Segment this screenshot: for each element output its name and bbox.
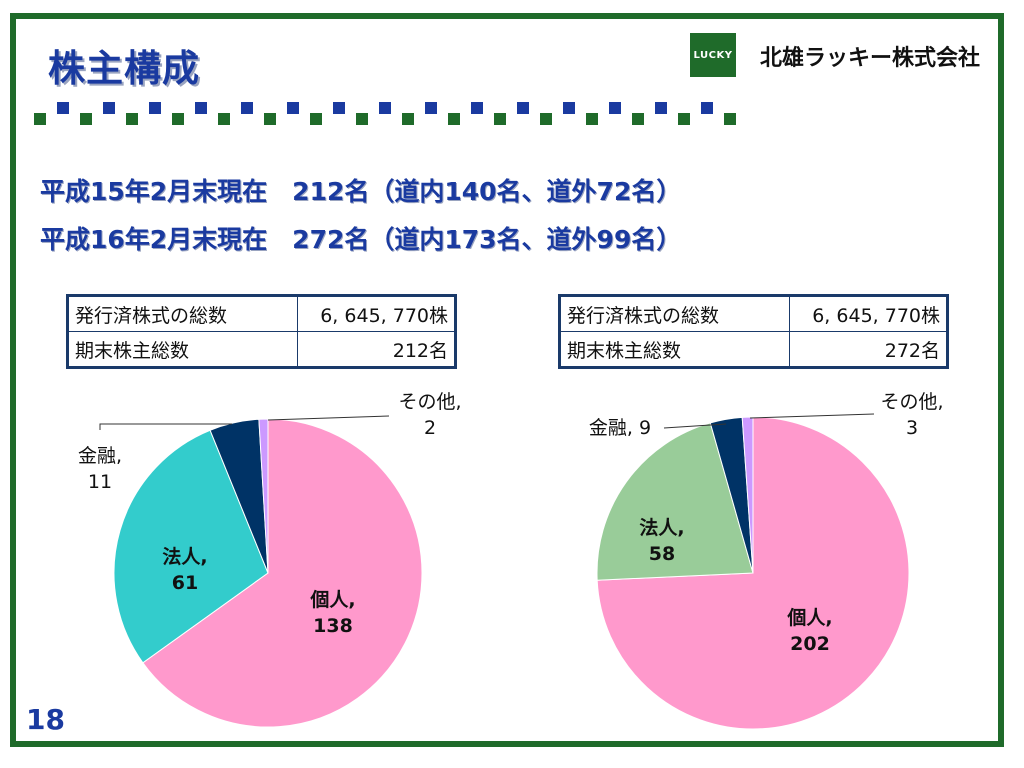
stripe-block (356, 113, 368, 125)
pie-slice-その他 (741, 416, 754, 574)
pie-label: 個人, (309, 589, 355, 611)
table-value: 212名 (297, 331, 456, 368)
pie-slice-個人 (142, 418, 423, 728)
table-row: 発行済株式の総数 6, 645, 770株 (67, 295, 456, 332)
pie-value-label: 61 (172, 572, 198, 594)
pie-label: その他, (398, 391, 461, 413)
stripe-block (678, 113, 690, 125)
pie-label: 法人, (639, 516, 684, 539)
stripe-block (218, 113, 230, 125)
stripe-block (609, 102, 621, 114)
slide-title: 株主構成 (48, 47, 200, 90)
company-name: 北雄ラッキー株式会社 (760, 46, 981, 71)
pie-label: 金融, (78, 445, 122, 467)
stripe-block (34, 113, 46, 125)
stripe-block (701, 102, 713, 114)
pie-slice-その他 (258, 418, 269, 574)
table-row: 発行済株式の総数 6, 645, 770株 (559, 295, 948, 332)
stripe-block (195, 102, 207, 114)
summary-line-h15: 平成15年2月末現在 212名（道内140名、道外72名） (40, 177, 682, 206)
pie-slice-法人 (596, 422, 754, 581)
pie-slice-法人 (113, 429, 269, 664)
stripe-block (632, 113, 644, 125)
pie-label: 個人, (786, 607, 832, 629)
stripe-block (103, 102, 115, 114)
stripe-block (563, 102, 575, 114)
pie-value-label: 3 (906, 417, 918, 439)
stripe-block (126, 113, 138, 125)
stripe-block (517, 102, 529, 114)
leader-line (267, 415, 390, 421)
stripe-block (80, 113, 92, 125)
stripe-block (379, 102, 391, 114)
pie-label: 金融, 9 (589, 417, 651, 439)
page-number: 18 (26, 703, 65, 736)
table-row: 期末株主総数 272名 (559, 331, 948, 368)
table-value: 6, 645, 770株 (297, 295, 456, 332)
pie-label: その他, (880, 391, 943, 413)
table-value: 6, 645, 770株 (789, 295, 948, 332)
pie-value-label: 58 (649, 543, 675, 565)
stripe-block (494, 113, 506, 125)
decorative-stripe (34, 98, 754, 128)
table-label: 発行済株式の総数 (559, 295, 790, 332)
stripe-block (57, 102, 69, 114)
stripe-block (287, 102, 299, 114)
stripe-block (448, 113, 460, 125)
table-value: 272名 (789, 331, 948, 368)
stripe-block (586, 113, 598, 125)
stripe-block (724, 113, 736, 125)
pie-value-label: 11 (88, 471, 112, 493)
stripe-block (310, 113, 322, 125)
stripe-block (264, 113, 276, 125)
stripe-block (172, 113, 184, 125)
pie-value-label: 202 (790, 633, 830, 655)
share-info-table-h15: 発行済株式の総数 6, 645, 770株 期末株主総数 212名 (66, 294, 457, 369)
pie-label: 法人, (162, 545, 207, 568)
leader-line (749, 413, 875, 419)
stripe-block (540, 113, 552, 125)
stripe-block (655, 102, 667, 114)
table-row: 期末株主総数 212名 (67, 331, 456, 368)
stripe-block (471, 102, 483, 114)
stripe-block (425, 102, 437, 114)
leader-line (99, 423, 232, 430)
summary-line-h16: 平成16年2月末現在 272名（道内173名、道外99名） (40, 225, 682, 254)
lucky-logo: LUCKY (690, 33, 736, 77)
stripe-block (402, 113, 414, 125)
table-label: 期末株主総数 (67, 331, 298, 368)
stripe-block (241, 102, 253, 114)
share-info-table-h16: 発行済株式の総数 6, 645, 770株 期末株主総数 272名 (558, 294, 949, 369)
pie-value-label: 138 (313, 615, 353, 637)
table-label: 発行済株式の総数 (67, 295, 298, 332)
leader-line (663, 423, 727, 429)
stripe-block (149, 102, 161, 114)
table-label: 期末株主総数 (559, 331, 790, 368)
pie-value-label: 2 (424, 417, 436, 439)
stripe-block (333, 102, 345, 114)
